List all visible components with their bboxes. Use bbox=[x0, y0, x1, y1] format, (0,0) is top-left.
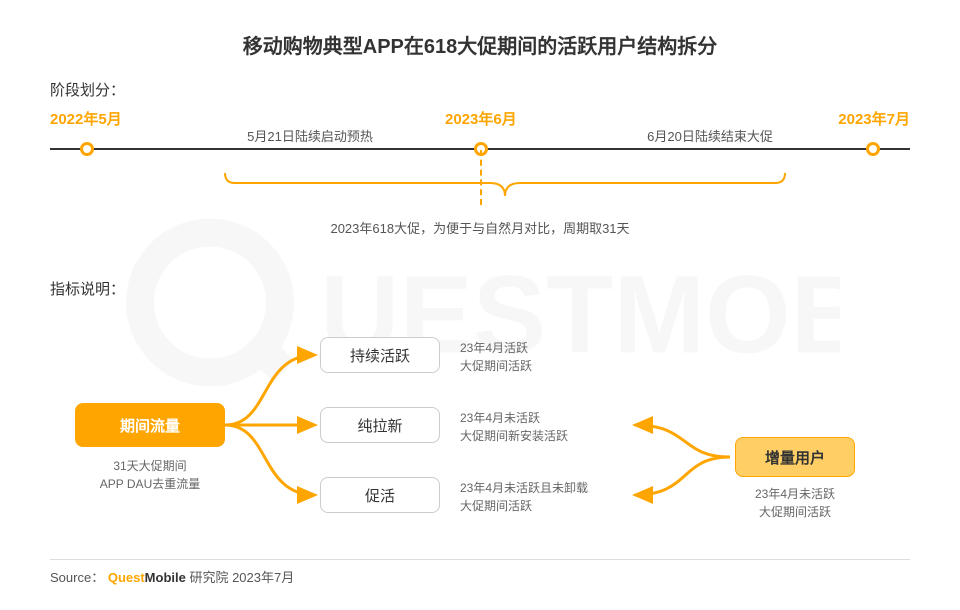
text-line: 23年4月活跃 bbox=[460, 341, 528, 355]
flow-node-incremental-desc: 23年4月未活跃 大促期间活跃 bbox=[740, 485, 850, 521]
text-line: 23年4月未活跃 bbox=[755, 487, 835, 501]
timeline-dot bbox=[866, 142, 880, 156]
flow-node-sub: 持续活跃 bbox=[320, 337, 440, 373]
timeline: 2022年5月 2023年6月 2023年7月 5月21日陆续启动预热 6月20… bbox=[50, 108, 910, 258]
flow-node-sub-desc: 23年4月活跃 大促期间活跃 bbox=[460, 339, 532, 375]
timeline-event: 6月20日陆续结束大促 bbox=[610, 126, 810, 145]
flow-diagram: 期间流量 31天大促期间 APP DAU去重流量 持续活跃 23年4月活跃 大促… bbox=[50, 307, 910, 567]
text-line: 大促期间活跃 bbox=[460, 359, 532, 373]
text-line: 23年4月未活跃且未卸载 bbox=[460, 481, 588, 495]
section-label-phases: 阶段划分： bbox=[50, 79, 910, 100]
flow-node-sub: 促活 bbox=[320, 477, 440, 513]
text-line: 大促期间活跃 bbox=[759, 505, 831, 519]
timeline-dot bbox=[80, 142, 94, 156]
flow-node-main: 期间流量 bbox=[75, 403, 225, 447]
page-title: 移动购物典型APP在618大促期间的活跃用户结构拆分 bbox=[50, 30, 910, 59]
flow-node-sub: 纯拉新 bbox=[320, 407, 440, 443]
text-line: 31天大促期间 bbox=[113, 459, 186, 473]
flow-node-incremental: 增量用户 bbox=[735, 437, 855, 477]
section-label-metrics: 指标说明： bbox=[50, 278, 910, 299]
timeline-event: 5月21日陆续启动预热 bbox=[210, 126, 410, 145]
timeline-date-start: 2022年5月 bbox=[50, 108, 122, 129]
timeline-note: 2023年618大促，为便于与自然月对比，周期取31天 bbox=[330, 218, 629, 237]
flow-node-main-desc: 31天大促期间 APP DAU去重流量 bbox=[85, 457, 215, 493]
text-line: APP DAU去重流量 bbox=[100, 477, 200, 491]
timeline-date-end: 2023年7月 bbox=[838, 108, 910, 129]
flow-node-sub-desc: 23年4月未活跃且未卸载 大促期间活跃 bbox=[460, 479, 588, 515]
timeline-date-mid: 2023年6月 bbox=[445, 108, 517, 129]
text-line: 大促期间新安装活跃 bbox=[460, 429, 568, 443]
flow-node-sub-desc: 23年4月未活跃 大促期间新安装活跃 bbox=[460, 409, 568, 445]
text-line: 23年4月未活跃 bbox=[460, 411, 540, 425]
timeline-brace bbox=[220, 168, 790, 198]
text-line: 大促期间活跃 bbox=[460, 499, 532, 513]
